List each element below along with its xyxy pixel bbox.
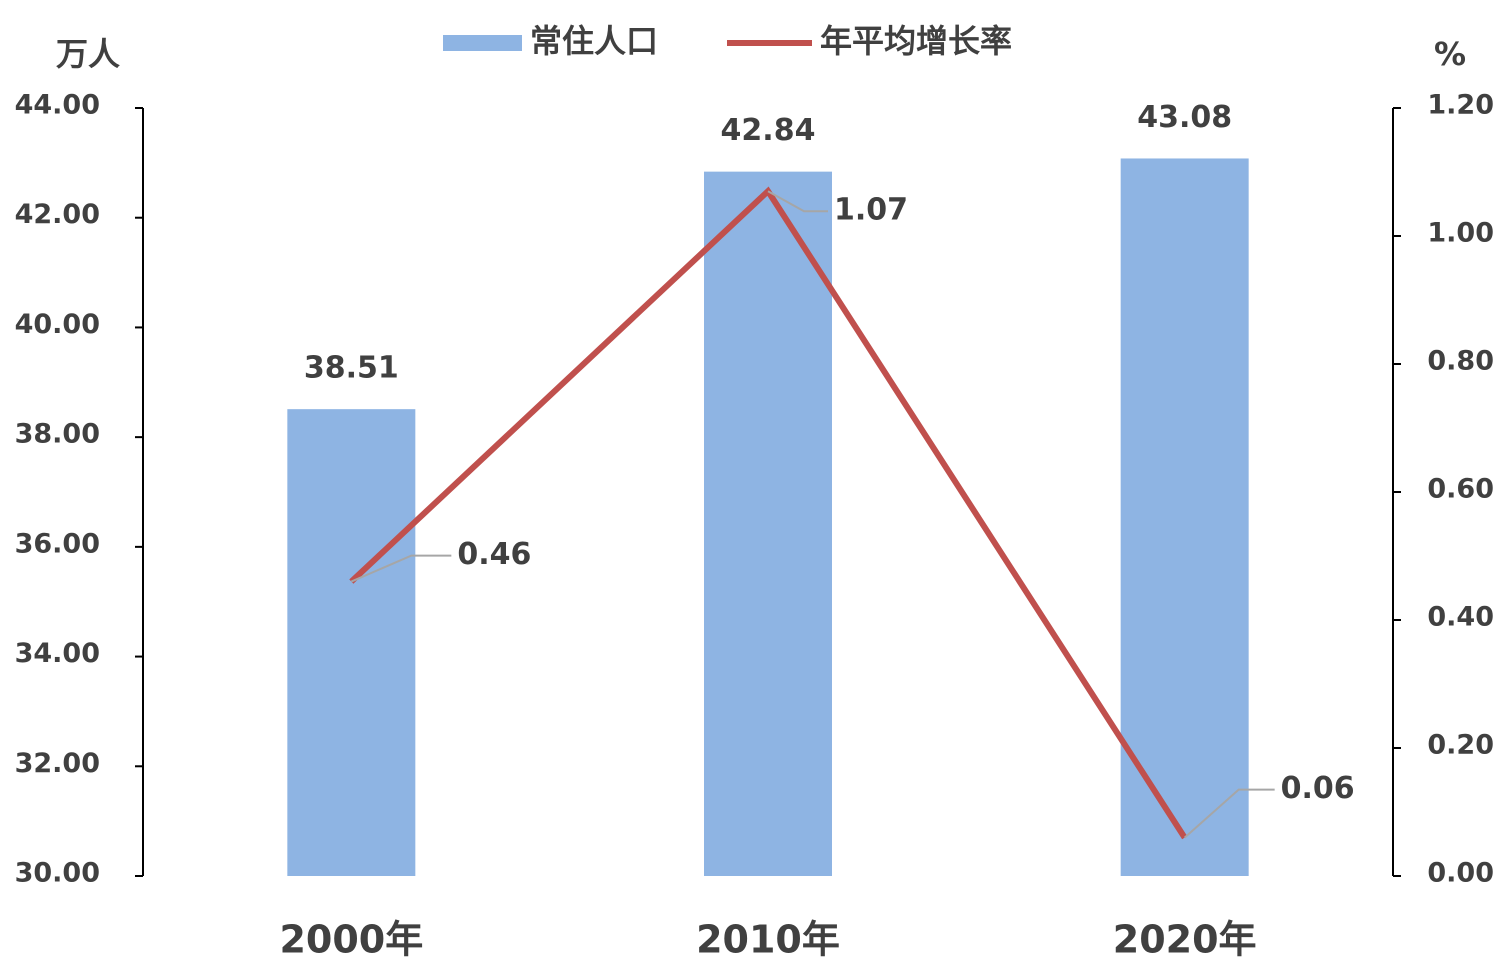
y-tick-label: 30.00 <box>15 858 100 889</box>
line-value-label: 1.07 <box>834 193 908 228</box>
y2-axis-title: % <box>1434 35 1466 73</box>
bar <box>1120 158 1249 876</box>
y-tick-label: 32.00 <box>15 748 100 779</box>
y2-tick-label: 0.60 <box>1427 474 1494 505</box>
leader-line <box>1184 788 1275 839</box>
legend-swatch <box>443 35 522 51</box>
y2-tick-label: 1.00 <box>1427 218 1494 249</box>
y2-tick-label: 0.80 <box>1427 346 1494 377</box>
y-tick-label: 38.00 <box>15 419 100 450</box>
x-tick-label: 2010年 <box>696 918 840 962</box>
line-value-label: 0.06 <box>1281 771 1355 806</box>
legend-label: 常住人口 <box>530 22 658 60</box>
bar-value-label: 43.08 <box>1137 100 1232 135</box>
y-tick-label: 34.00 <box>15 638 100 669</box>
y-tick-label: 36.00 <box>15 528 100 559</box>
y-tick-label: 42.00 <box>15 199 100 230</box>
y2-tick-label: 1.20 <box>1427 90 1494 121</box>
bar <box>287 409 416 876</box>
x-tick-label: 2020年 <box>1113 918 1257 962</box>
bar <box>704 171 832 877</box>
bar-value-label: 42.84 <box>721 113 816 148</box>
y2-tick-label: 0.40 <box>1427 602 1494 633</box>
legend-label: 年平均增长率 <box>820 22 1012 60</box>
line-value-label: 0.46 <box>457 537 531 572</box>
bar-value-label: 38.51 <box>304 351 399 386</box>
y2-tick-label: 0.00 <box>1427 858 1494 889</box>
x-tick-label: 2000年 <box>279 918 423 962</box>
leader-line <box>350 554 452 583</box>
leader-line <box>767 190 828 213</box>
y-tick-label: 40.00 <box>15 309 100 340</box>
y-tick-label: 44.00 <box>15 90 100 121</box>
y-axis-title: 万人 <box>56 35 120 73</box>
y2-tick-label: 0.20 <box>1427 730 1494 761</box>
